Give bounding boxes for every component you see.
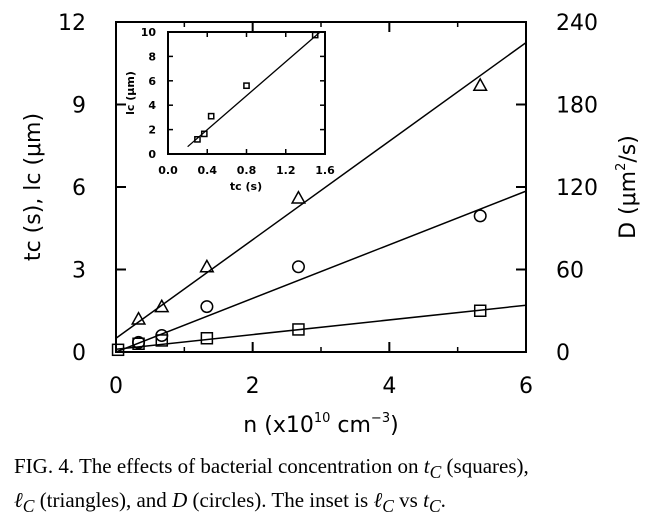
inset-data-point [243, 82, 250, 90]
caption-text: FIG. 4. The effects of bacterial concent… [14, 454, 424, 478]
inset-y-tick-label: 4 [148, 99, 156, 112]
inset-data-point [311, 31, 319, 39]
main-data-points [111, 77, 488, 357]
data-point-tc [155, 334, 169, 347]
inset-x-tick-label: 0.0 [158, 164, 178, 177]
data-point-tc [200, 332, 214, 345]
y-right-axis-label-pre: D (μm [616, 171, 641, 239]
caption-line-1: FIG. 4. The effects of bacterial concent… [14, 452, 644, 486]
y-left-axis-label: tc (s), lc (μm) [21, 113, 46, 261]
y-left-tick-label: 12 [58, 11, 86, 36]
data-point-lc [154, 298, 170, 313]
data-point-d [291, 260, 305, 274]
inset-y-tick-label: 2 [148, 124, 156, 137]
inset-x-tick-label: 1.6 [315, 164, 335, 177]
y-right-tick-label: 120 [556, 176, 598, 201]
caption-var-lc: ℓ [373, 488, 383, 513]
inset-frame [167, 31, 326, 155]
caption-var-lc: ℓ [14, 488, 23, 513]
data-point-d [132, 335, 146, 349]
inset-y-tick-label: 8 [148, 50, 156, 63]
data-point-d [473, 209, 487, 223]
y-right-axis-label-sup: 2 [614, 163, 629, 171]
inset-data-point [207, 112, 215, 120]
data-point-tc [111, 343, 125, 357]
caption-text: . [440, 488, 446, 513]
caption-var-d: D [172, 488, 188, 513]
x-tick-label: 0 [109, 374, 123, 399]
caption-sub: C [382, 496, 394, 517]
y-right-tick-label: 180 [556, 94, 598, 119]
data-point-lc [290, 190, 307, 204]
x-axis-label-sup2: −3 [371, 411, 390, 426]
x-tick-label: 6 [519, 374, 533, 399]
inset-x-tick-label: 0.4 [198, 164, 218, 177]
data-point-tc [473, 304, 487, 317]
fit-line-d [115, 190, 527, 353]
inset-fit-line [187, 31, 321, 148]
inset-y-tick-label: 0 [148, 148, 156, 161]
x-tick-label: 2 [246, 374, 260, 399]
inset-x-axis-label: tc (s) [230, 180, 262, 193]
inset-x-tick-label: 0.8 [237, 164, 257, 177]
data-point-lc [199, 258, 215, 273]
main-ticks [115, 21, 527, 353]
y-right-tick-label: 0 [556, 341, 570, 366]
caption-sub: C [22, 496, 35, 517]
data-point-d [155, 328, 169, 343]
x-axis-label-pre: n (x10 [243, 413, 314, 438]
x-axis-label-sup1: 10 [314, 411, 331, 426]
data-point-tc [292, 323, 305, 336]
caption-text: (triangles), and [34, 488, 173, 513]
y-right-tick-label: 240 [556, 11, 598, 36]
caption-text: (squares), [441, 454, 529, 478]
inset-y-tick-label: 6 [148, 75, 156, 88]
inset-data-point [194, 136, 201, 143]
inset-x-tick-label: 1.2 [276, 164, 296, 177]
data-point-d [200, 300, 214, 314]
y-right-axis-label-post: /s) [616, 135, 641, 162]
x-axis-label: n (x1010 cm−3) [243, 411, 398, 438]
y-left-tick-label: 0 [72, 341, 86, 366]
inset-y-tick-label: 10 [141, 26, 157, 39]
inset-fit-line [187, 31, 321, 148]
inset-ticks [167, 31, 326, 155]
caption-sub: C [428, 496, 441, 517]
inset-tick-labels: 0.0 0.4 0.8 1.2 1.6 0 2 4 6 8 10 [141, 26, 335, 177]
fit-line-lc [115, 42, 527, 339]
figure-caption: FIG. 4. The effects of bacterial concent… [14, 452, 644, 520]
y-left-tick-label: 3 [72, 259, 86, 284]
x-axis-label-mid: cm [330, 413, 371, 438]
caption-line-2: ℓC (triangles), and D (circles). The ins… [14, 486, 644, 520]
caption-text: (circles). The inset is [187, 488, 374, 513]
inset-y-axis-label: lc (μm) [124, 71, 137, 115]
y-left-tick-label: 6 [72, 176, 86, 201]
data-point-lc [472, 77, 488, 92]
x-axis-label-post: ) [390, 413, 399, 438]
inset-data-points [194, 31, 319, 143]
data-point-lc [130, 311, 147, 325]
caption-sub: C [429, 462, 442, 483]
caption-var-tc: t [423, 488, 429, 513]
caption-text: vs [393, 488, 424, 513]
inset-data-point [200, 130, 208, 138]
x-tick-label: 4 [382, 374, 396, 399]
main-fit-lines [115, 42, 527, 353]
y-right-axis-label: D (μm2/s) [614, 135, 641, 239]
caption-var-tc: t [423, 454, 430, 478]
fit-line-tc [115, 304, 527, 350]
y-right-tick-label: 60 [556, 259, 584, 284]
y-left-tick-label: 9 [72, 94, 86, 119]
